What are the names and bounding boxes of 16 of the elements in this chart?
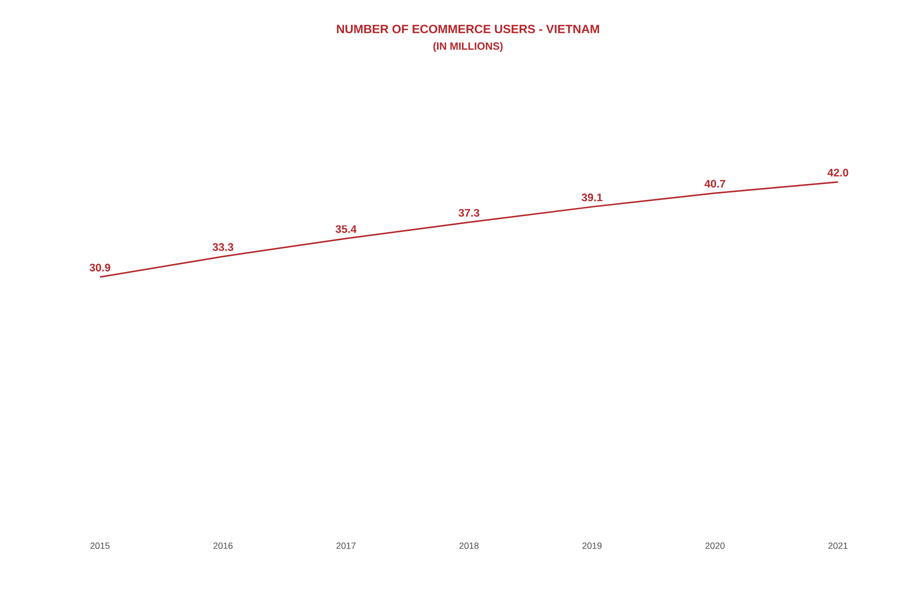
chart-subtitle: (IN MILLIONS) xyxy=(433,42,503,52)
data-label: 40.7 xyxy=(704,180,726,188)
data-label: 35.4 xyxy=(336,225,357,233)
x-tick-label: 2018 xyxy=(459,542,479,549)
x-tick-label: 2017 xyxy=(336,542,356,549)
data-label: 37.3 xyxy=(458,208,480,217)
x-tick-label: 2016 xyxy=(213,542,233,549)
data-label: 42.0 xyxy=(828,168,848,176)
chart-title: NUMBER OF ECOMMERCE USERS - VIETNAM xyxy=(336,24,600,34)
x-tick-label: 2020 xyxy=(705,542,725,549)
x-tick-label: 2015 xyxy=(90,542,110,549)
x-tick-label: 2019 xyxy=(582,542,602,549)
data-label: 39.1 xyxy=(582,194,602,202)
data-label: 33.3 xyxy=(212,243,234,251)
data-label: 30.9 xyxy=(90,264,110,272)
x-tick-label: 2021 xyxy=(828,542,848,549)
